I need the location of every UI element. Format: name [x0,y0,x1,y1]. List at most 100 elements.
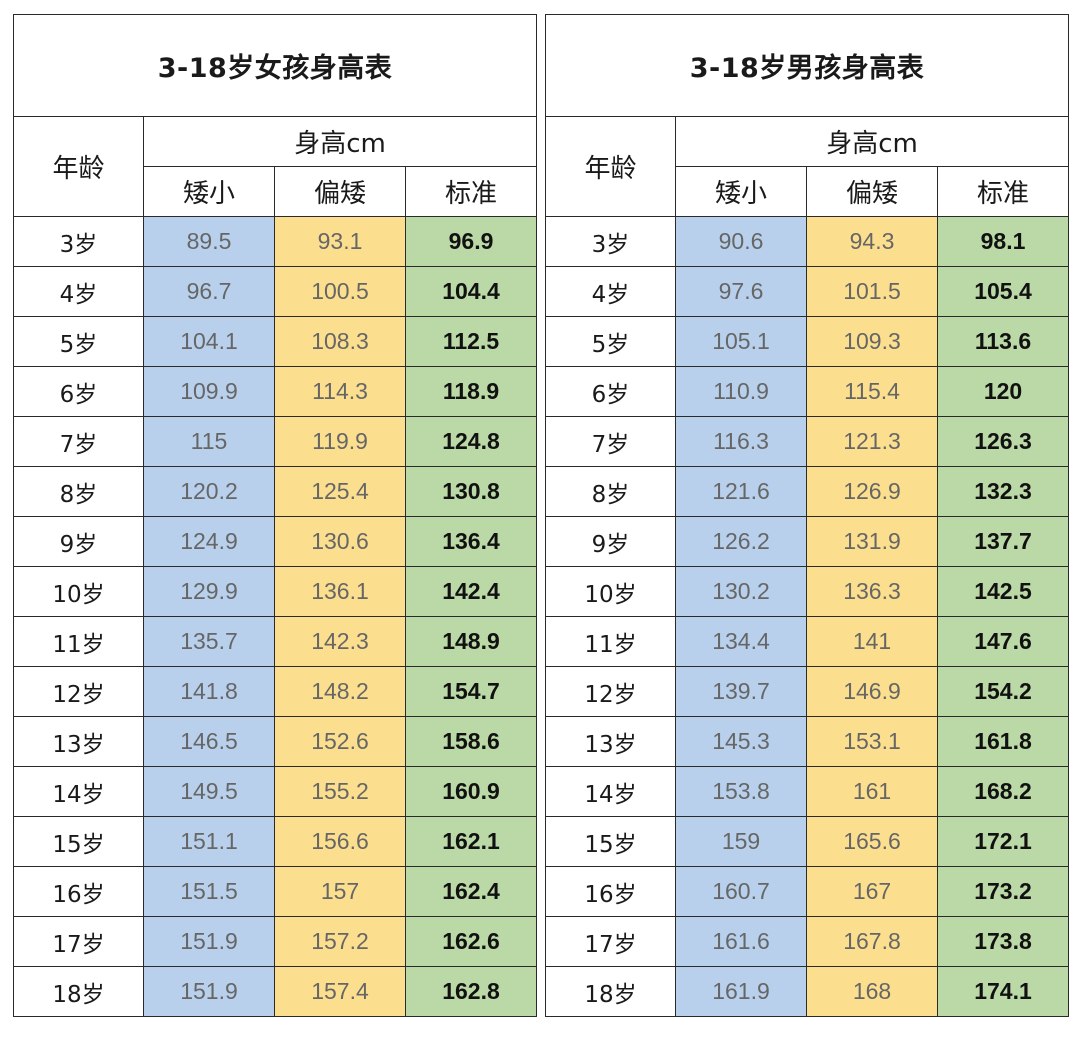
boys-height-header: 身高cm [674,116,1070,167]
age-cell: 16岁 [13,866,144,917]
table-row: 16岁 160.7 167 173.2 [545,866,1070,917]
short-height-cell: 151.9 [143,966,275,1017]
standard-height-cell: 154.7 [404,666,538,717]
slightly-short-height-cell: 157.4 [274,966,406,1017]
standard-height-cell: 158.6 [404,716,538,767]
boys-slightly-short-header: 偏矮 [806,166,938,217]
table-row: 7岁 115 119.9 124.8 [13,416,538,467]
short-height-cell: 153.8 [675,766,807,817]
standard-height-cell: 98.1 [936,216,1070,267]
slightly-short-height-cell: 93.1 [274,216,406,267]
short-height-cell: 116.3 [675,416,807,467]
short-height-cell: 124.9 [143,516,275,567]
standard-height-cell: 104.4 [404,266,538,317]
standard-height-cell: 105.4 [936,266,1070,317]
slightly-short-height-cell: 125.4 [274,466,406,517]
girls-standard-header: 标准 [404,166,538,217]
short-height-cell: 151.5 [143,866,275,917]
slightly-short-height-cell: 114.3 [274,366,406,417]
short-height-cell: 104.1 [143,316,275,367]
table-row: 10岁 130.2 136.3 142.5 [545,566,1070,617]
boys-age-header: 年龄 [545,116,676,217]
slightly-short-height-cell: 161 [806,766,938,817]
standard-height-cell: 142.5 [936,566,1070,617]
slightly-short-height-cell: 156.6 [274,816,406,867]
girls-short-header: 矮小 [143,166,275,217]
table-row: 5岁 105.1 109.3 113.6 [545,316,1070,367]
slightly-short-height-cell: 121.3 [806,416,938,467]
age-cell: 10岁 [13,566,144,617]
standard-height-cell: 173.2 [936,866,1070,917]
standard-height-cell: 112.5 [404,316,538,367]
standard-height-cell: 172.1 [936,816,1070,867]
standard-height-cell: 126.3 [936,416,1070,467]
table-row: 8岁 121.6 126.9 132.3 [545,466,1070,517]
slightly-short-height-cell: 157 [274,866,406,917]
age-cell: 14岁 [545,766,676,817]
table-row: 12岁 139.7 146.9 154.2 [545,666,1070,717]
table-row: 9岁 124.9 130.6 136.4 [13,516,538,567]
short-height-cell: 145.3 [675,716,807,767]
slightly-short-height-cell: 108.3 [274,316,406,367]
table-row: 5岁 104.1 108.3 112.5 [13,316,538,367]
short-height-cell: 139.7 [675,666,807,717]
standard-height-cell: 162.8 [404,966,538,1017]
standard-height-cell: 118.9 [404,366,538,417]
slightly-short-height-cell: 131.9 [806,516,938,567]
age-cell: 12岁 [545,666,676,717]
table-row: 15岁 151.1 156.6 162.1 [13,816,538,867]
standard-height-cell: 162.4 [404,866,538,917]
slightly-short-height-cell: 136.1 [274,566,406,617]
table-row: 17岁 161.6 167.8 173.8 [545,916,1070,967]
slightly-short-height-cell: 94.3 [806,216,938,267]
slightly-short-height-cell: 100.5 [274,266,406,317]
standard-height-cell: 174.1 [936,966,1070,1017]
boys-short-header: 矮小 [675,166,807,217]
table-row: 11岁 134.4 141 147.6 [545,616,1070,667]
age-cell: 12岁 [13,666,144,717]
slightly-short-height-cell: 101.5 [806,266,938,317]
standard-height-cell: 154.2 [936,666,1070,717]
table-row: 8岁 120.2 125.4 130.8 [13,466,538,517]
girls-height-table-panel: 3-18岁女孩身高表 年龄 身高cm 矮小 偏矮 标准 3岁 89.5 93.1 96… [12,14,538,1017]
age-cell: 18岁 [13,966,144,1017]
slightly-short-height-cell: 130.6 [274,516,406,567]
age-cell: 16岁 [545,866,676,917]
standard-height-cell: 124.8 [404,416,538,467]
standard-height-cell: 161.8 [936,716,1070,767]
short-height-cell: 109.9 [143,366,275,417]
table-row: 9岁 126.2 131.9 137.7 [545,516,1070,567]
short-height-cell: 149.5 [143,766,275,817]
short-height-cell: 161.6 [675,916,807,967]
girls-table-title: 3-18岁女孩身高表 [12,14,538,117]
slightly-short-height-cell: 146.9 [806,666,938,717]
girls-age-header: 年龄 [13,116,144,217]
age-cell: 4岁 [13,266,144,317]
standard-height-cell: 147.6 [936,616,1070,667]
table-row: 4岁 96.7 100.5 104.4 [13,266,538,317]
slightly-short-height-cell: 115.4 [806,366,938,417]
short-height-cell: 120.2 [143,466,275,517]
boys-height-table: 3-18岁男孩身高表 年龄 身高cm 矮小 偏矮 标准 3岁 90.6 94.3 98… [544,14,1070,1017]
table-row: 12岁 141.8 148.2 154.7 [13,666,538,717]
girls-slightly-short-header: 偏矮 [274,166,406,217]
age-cell: 5岁 [545,316,676,367]
age-cell: 3岁 [13,216,144,267]
girls-height-table: 3-18岁女孩身高表 年龄 身高cm 矮小 偏矮 标准 3岁 89.5 93.1 96… [12,14,538,1017]
slightly-short-height-cell: 165.6 [806,816,938,867]
age-cell: 5岁 [13,316,144,367]
table-row: 16岁 151.5 157 162.4 [13,866,538,917]
slightly-short-height-cell: 109.3 [806,316,938,367]
short-height-cell: 110.9 [675,366,807,417]
standard-height-cell: 160.9 [404,766,538,817]
short-height-cell: 97.6 [675,266,807,317]
table-row: 7岁 116.3 121.3 126.3 [545,416,1070,467]
short-height-cell: 121.6 [675,466,807,517]
standard-height-cell: 168.2 [936,766,1070,817]
standard-height-cell: 96.9 [404,216,538,267]
age-cell: 6岁 [545,366,676,417]
age-cell: 6岁 [13,366,144,417]
slightly-short-height-cell: 152.6 [274,716,406,767]
table-row: 14岁 149.5 155.2 160.9 [13,766,538,817]
short-height-cell: 129.9 [143,566,275,617]
